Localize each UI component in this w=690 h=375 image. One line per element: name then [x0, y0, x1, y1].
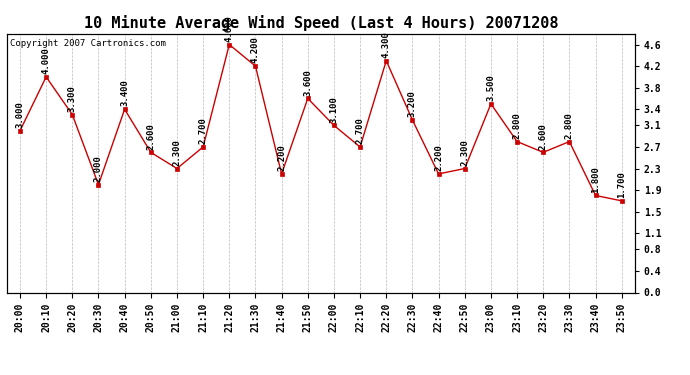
Text: 3.600: 3.600: [304, 69, 313, 96]
Text: 3.200: 3.200: [408, 90, 417, 117]
Text: 3.300: 3.300: [68, 85, 77, 112]
Text: 1.800: 1.800: [591, 166, 600, 193]
Text: 2.200: 2.200: [277, 144, 286, 171]
Text: 4.000: 4.000: [41, 47, 50, 74]
Text: 2.300: 2.300: [172, 139, 181, 166]
Text: 2.600: 2.600: [539, 123, 548, 150]
Text: Copyright 2007 Cartronics.com: Copyright 2007 Cartronics.com: [10, 39, 166, 48]
Text: 4.600: 4.600: [225, 15, 234, 42]
Text: 1.700: 1.700: [618, 171, 627, 198]
Text: 2.700: 2.700: [199, 117, 208, 144]
Text: 2.000: 2.000: [94, 155, 103, 182]
Text: 3.500: 3.500: [486, 74, 495, 101]
Text: 2.600: 2.600: [146, 123, 155, 150]
Text: 2.700: 2.700: [355, 117, 364, 144]
Text: 4.200: 4.200: [251, 36, 260, 63]
Text: 3.100: 3.100: [329, 96, 338, 123]
Text: 4.300: 4.300: [382, 31, 391, 58]
Text: 2.800: 2.800: [513, 112, 522, 139]
Text: 3.000: 3.000: [15, 101, 24, 128]
Text: 2.300: 2.300: [460, 139, 469, 166]
Text: 3.400: 3.400: [120, 80, 129, 106]
Title: 10 Minute Average Wind Speed (Last 4 Hours) 20071208: 10 Minute Average Wind Speed (Last 4 Hou…: [83, 15, 558, 31]
Text: 2.200: 2.200: [434, 144, 443, 171]
Text: 2.800: 2.800: [565, 112, 574, 139]
